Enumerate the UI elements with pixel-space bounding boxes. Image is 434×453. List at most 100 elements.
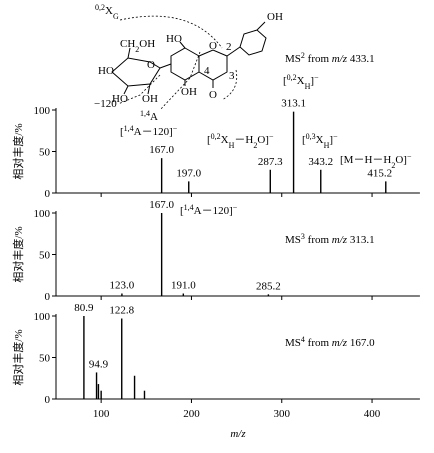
structure-label-part: CH <box>120 38 135 50</box>
structure-label: OH <box>142 93 158 105</box>
structure-label-part: 0,2 <box>95 3 105 12</box>
structure-label: 2 <box>226 41 232 53</box>
ion-annotation-part: 0,2 <box>211 132 221 141</box>
structure-label-part: OH <box>139 38 155 50</box>
panel-title: MS4 from m/z 167.0 <box>285 335 375 350</box>
peak-label: 415.2 <box>367 167 392 179</box>
ion-annotation-part: − <box>269 132 274 141</box>
panel-title-part: 313.1 <box>347 234 375 246</box>
panel-title-part: from <box>305 53 332 65</box>
ring-c <box>198 49 228 81</box>
ion-annotation-part: 0,3 <box>306 132 316 141</box>
structure-label: HO <box>166 33 182 45</box>
structure-label-part: 3 <box>229 70 235 82</box>
bond <box>123 85 129 95</box>
panel-title-part: 4 <box>301 335 305 344</box>
structure-label: 1,4A <box>140 109 158 124</box>
peak-label: 197.0 <box>176 167 201 179</box>
structure-label-part: A <box>150 111 158 123</box>
peak-label: 122.8 <box>109 304 134 316</box>
structure-label-part: X <box>105 5 113 17</box>
cleavage-arrow <box>159 51 201 111</box>
y-tick-label: 0 <box>45 291 51 303</box>
ion-annotation-part: 2 <box>391 161 395 170</box>
structure-label: O <box>147 59 155 71</box>
panel-title-part: from <box>305 337 332 349</box>
panel-title-part: 2 <box>301 51 305 60</box>
ion-annotation-part: ] <box>310 75 314 87</box>
panel-title-part: from <box>305 234 332 246</box>
bond <box>226 46 241 57</box>
panel-title-part: MS <box>285 234 301 246</box>
ion-annotation-part: X <box>297 75 305 87</box>
panel-title-part: 3 <box>301 232 305 241</box>
structure-label: OH <box>181 86 197 98</box>
y-tick-label: 100 <box>34 311 51 323</box>
ion-annotation-part: X <box>316 134 324 146</box>
ion-annotation-part: [ <box>302 134 306 146</box>
cleavage-arrow <box>119 15 223 49</box>
ion-annotation-part: [ <box>180 205 184 217</box>
ion-annotation-part: [ <box>283 75 287 87</box>
ion-annotation-part: [ <box>207 134 211 146</box>
structure-label: OH <box>267 11 283 23</box>
ring-b <box>239 29 267 56</box>
cleavage-arrow <box>221 69 238 101</box>
y-tick-label: 50 <box>39 147 51 159</box>
ion-annotation-part: − <box>233 203 238 212</box>
ion-annotation-part: [ <box>120 126 124 138</box>
peak-label: 80.9 <box>74 302 94 314</box>
ion-annotation-part: 2 <box>253 141 257 150</box>
panel-title: MS3 from m/z 313.1 <box>285 232 375 247</box>
structure-label: HO <box>112 93 128 105</box>
structure-label-part: OH <box>142 93 158 105</box>
ion-annotation-part: − <box>314 73 319 82</box>
ion-annotation-part: − <box>173 124 178 133</box>
structure-label-part: HO <box>98 65 114 77</box>
panel-title-part: m/z <box>332 337 348 349</box>
structure-label-part: 4 <box>204 65 210 77</box>
peak-label: 94.9 <box>89 358 109 370</box>
peak-label: 191.0 <box>171 280 196 292</box>
ion-annotation: [0,3XH]− <box>302 132 338 150</box>
structure-label: CH2OH <box>120 38 155 54</box>
structure-label: 4 <box>204 65 210 77</box>
peak-label: 343.2 <box>308 156 333 168</box>
x-axis-label: m/z <box>230 428 246 440</box>
ion-annotation-part: －H <box>234 134 253 146</box>
y-tick-label: 50 <box>39 353 51 365</box>
structure-label-part: HO <box>166 33 182 45</box>
ion-annotation-part: A－120] <box>134 126 173 138</box>
x-tick-label: 300 <box>274 408 291 420</box>
panel-title-part: 167.0 <box>347 337 375 349</box>
ion-annotation: [1,4A－120]− <box>180 203 238 218</box>
y-tick-label: 0 <box>45 394 51 406</box>
structure-label-part: OH <box>181 86 197 98</box>
panel-title-part: m/z <box>332 234 348 246</box>
peak-label: 167.0 <box>149 199 174 211</box>
x-tick-label: 400 <box>364 408 381 420</box>
bond <box>159 63 172 69</box>
ion-annotation-part: O] <box>395 154 407 166</box>
peak-label: 287.3 <box>258 156 283 168</box>
y-axis-label: 相对丰度/% <box>11 329 25 385</box>
structure-label-part: O <box>209 40 217 52</box>
x-tick-label: 200 <box>183 408 200 420</box>
panel-title-part: MS <box>285 337 301 349</box>
structure-label: −120 <box>94 98 117 110</box>
ring-a <box>170 47 200 81</box>
structure-label-part: OH <box>267 11 283 23</box>
structure-label-part: −120 <box>94 98 117 110</box>
ion-annotation: [0,2XH]− <box>283 73 319 91</box>
structure-label: O <box>209 89 217 101</box>
ion-annotation-part: H <box>229 141 235 150</box>
peak-label: 313.1 <box>281 98 306 110</box>
ion-annotation-part: X <box>221 134 229 146</box>
panel-title: MS2 from m/z 433.1 <box>285 51 375 66</box>
structure-label: 3 <box>229 70 235 82</box>
peak-label: 123.0 <box>110 280 135 292</box>
ion-annotation: [1,4A－120]− <box>120 124 178 139</box>
ion-annotation-part: A－120] <box>194 205 233 217</box>
ion-annotation-part: 0,2 <box>287 73 297 82</box>
